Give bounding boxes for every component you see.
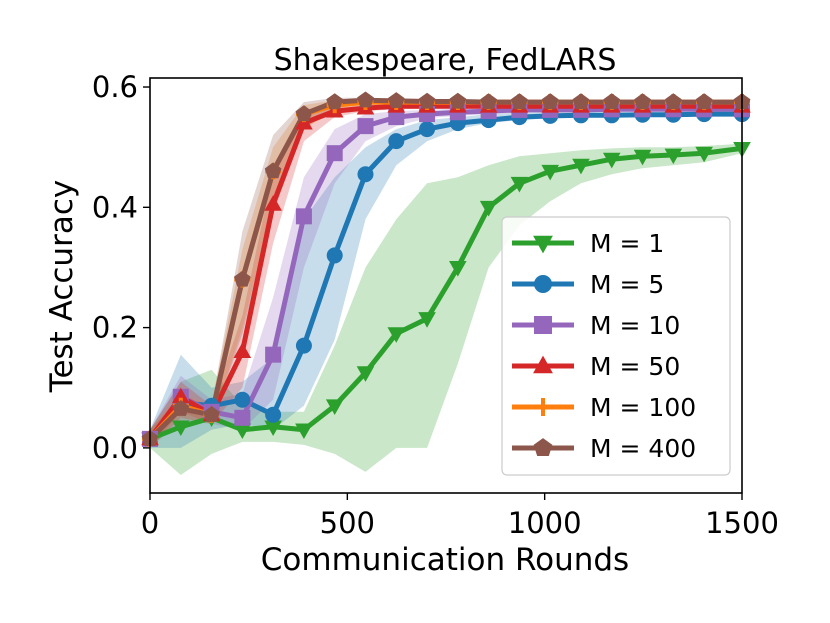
legend-marker-m-5 <box>534 275 552 293</box>
point-m-1 <box>325 399 344 415</box>
point-m-5 <box>357 166 374 183</box>
point-m-10 <box>295 208 312 225</box>
point-m-1 <box>356 366 375 382</box>
point-m-400 <box>203 406 220 422</box>
legend-label-m-50: M = 50 <box>590 352 680 381</box>
point-m-10 <box>265 346 282 363</box>
point-m-5 <box>326 247 343 264</box>
x-tick-label: 0 <box>141 506 159 540</box>
legend: M = 1 M = 5 M = 10 M = 50 M = 100 M = 400 <box>501 216 731 476</box>
point-m-1 <box>695 146 713 163</box>
point-m-5 <box>419 121 436 138</box>
point-m-400 <box>357 91 374 108</box>
point-m-1 <box>171 420 190 437</box>
y-tick-label: 0.2 <box>92 311 138 345</box>
point-m-1 <box>602 152 621 169</box>
y-axis-label: Test Accuracy <box>44 180 80 393</box>
point-m-1 <box>295 423 313 440</box>
point-m-10 <box>234 409 251 426</box>
point-m-400 <box>387 92 405 108</box>
point-m-1 <box>387 327 406 343</box>
point-m-50 <box>233 342 252 359</box>
point-m-10 <box>357 118 374 135</box>
legend-label-m-1: M = 1 <box>590 229 664 258</box>
point-m-400 <box>572 93 590 110</box>
x-axis-ticks: 0 500 1000 1500 <box>141 493 779 540</box>
point-m-400 <box>418 92 436 109</box>
series-markers <box>141 91 751 449</box>
point-m-1 <box>510 176 529 193</box>
point-m-50 <box>171 387 190 404</box>
point-m-1 <box>633 149 652 166</box>
y-tick-label: 0.0 <box>92 431 138 465</box>
point-m-400 <box>264 162 282 179</box>
y-tick-label: 0.4 <box>92 190 138 224</box>
point-m-400 <box>511 93 528 110</box>
y-tick-label: 0.6 <box>92 70 138 104</box>
point-m-1 <box>572 158 590 175</box>
point-m-400 <box>480 93 497 110</box>
point-m-1 <box>479 200 498 217</box>
legend-marker-m-400 <box>533 438 553 456</box>
x-tick-label: 1000 <box>508 506 582 540</box>
band-m-1 <box>150 143 742 475</box>
legend-label-m-10: M = 10 <box>590 311 680 340</box>
point-m-1 <box>264 420 282 437</box>
legend-marker-m-100 <box>534 398 552 416</box>
point-m-1 <box>418 312 436 328</box>
point-m-400 <box>449 92 467 109</box>
point-m-5 <box>234 391 251 408</box>
point-m-10 <box>388 109 405 126</box>
plot-frame <box>149 77 743 494</box>
point-m-50 <box>264 195 282 211</box>
legend-label-m-400: M = 400 <box>590 434 696 463</box>
point-m-1 <box>664 148 683 165</box>
point-m-400 <box>326 93 344 110</box>
x-tick-label: 500 <box>320 506 375 540</box>
legend-marker-m-10 <box>534 316 552 334</box>
x-tick-label: 1500 <box>705 506 779 540</box>
point-m-5 <box>295 337 312 354</box>
legend-marker-m-1 <box>533 235 553 254</box>
point-m-1 <box>449 261 467 277</box>
point-m-400 <box>634 93 651 110</box>
point-m-400 <box>541 93 559 110</box>
point-m-10 <box>326 145 343 162</box>
point-m-5 <box>265 406 282 423</box>
x-axis-label: Communication Rounds <box>261 542 629 578</box>
legend-label-m-100: M = 100 <box>590 393 696 422</box>
chart-title: Shakespeare, FedLARS <box>274 43 617 78</box>
point-m-400 <box>665 93 682 110</box>
point-m-400 <box>172 400 190 416</box>
point-m-5 <box>388 133 405 150</box>
y-axis-ticks: 0.0 0.2 0.4 0.6 <box>92 70 150 465</box>
legend-marker-m-50 <box>533 355 553 374</box>
point-m-1 <box>541 164 559 181</box>
point-m-400 <box>295 105 313 122</box>
point-m-400 <box>603 93 621 110</box>
point-m-400 <box>234 270 251 287</box>
point-m-400 <box>695 93 713 110</box>
point-m-1 <box>233 423 252 440</box>
legend-label-m-5: M = 5 <box>590 270 664 299</box>
